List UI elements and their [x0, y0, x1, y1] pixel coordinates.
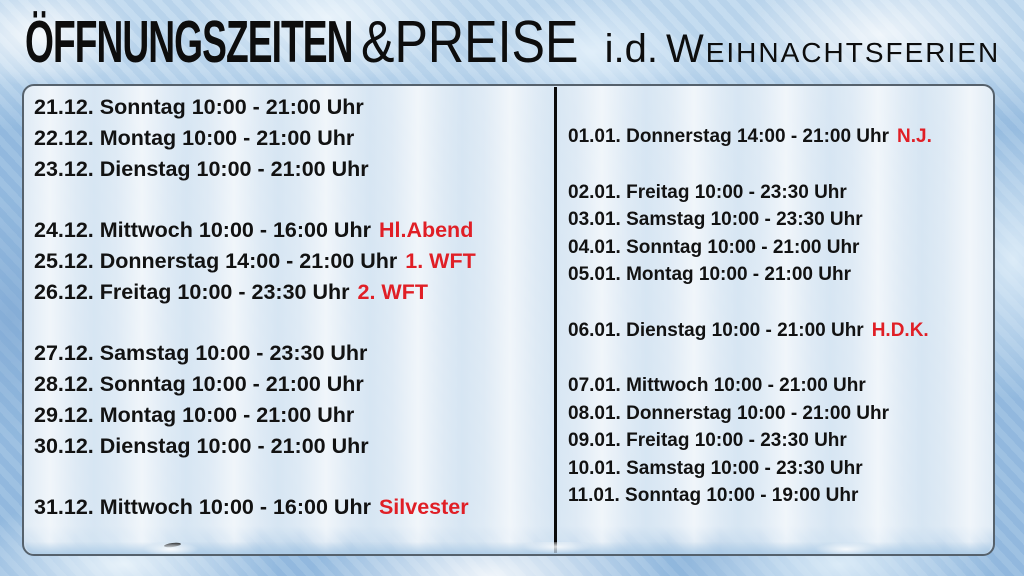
title-season: Weihnachtsferien	[665, 27, 1001, 71]
schedule-entry-text: 04.01. Sonntag 10:00 - 21:00 Uhr	[568, 236, 860, 258]
schedule-entry-text: 02.01. Freitag 10:00 - 23:30 Uhr	[568, 181, 847, 203]
schedule-row: 21.12. Sonntag 10:00 - 21:00 Uhr	[34, 92, 544, 123]
schedule-row: 29.12. Montag 10:00 - 21:00 Uhr	[34, 400, 544, 431]
schedule-entry-text: 30.12. Dienstag 10:00 - 21:00 Uhr	[34, 434, 369, 458]
schedule-entry-text: 11.01. Sonntag 10:00 - 19:00 Uhr	[568, 485, 859, 506]
schedule-entry-note: 1. WFT	[405, 249, 476, 273]
schedule-entry-note: Silvester	[378, 495, 469, 519]
title-main-bold: ÖFFNUNGSZEITEN	[25, 9, 353, 75]
schedule-entry-text: 28.12. Sonntag 10:00 - 21:00 Uhr	[34, 372, 364, 396]
schedule-entry-text: 06.01. Dienstag 10:00 - 21:00 Uhr	[568, 319, 864, 341]
schedule-entry-text: 05.01. Montag 10:00 - 21:00 Uhr	[568, 264, 851, 285]
schedule-entry-text: 08.01. Donnerstag 10:00 - 21:00 Uhr	[568, 402, 890, 424]
schedule-row: 10.01. Samstag 10:00 - 23:30 Uhr	[568, 455, 988, 483]
schedule-entry-text: 25.12. Donnerstag 14:00 - 21:00 Uhr	[34, 249, 398, 273]
schedule-row: 02.01. Freitag 10:00 - 23:30 Uhr	[568, 179, 988, 207]
page-title: ÖFFNUNGSZEITEN &PREISE i.d. Weihnachtsfer…	[25, 8, 1000, 75]
schedule-panel: 21.12. Sonntag 10:00 - 21:00 Uhr 22.12. …	[22, 84, 995, 556]
schedule-entry-text: 27.12. Samstag 10:00 - 23:30 Uhr	[34, 341, 368, 365]
schedule-row: 25.12. Donnerstag 14:00 - 21:00 Uhr 1. WF…	[34, 246, 544, 277]
schedule-entry-text: 10.01. Samstag 10:00 - 23:30 Uhr	[568, 457, 863, 479]
schedule-entry-text: 29.12. Montag 10:00 - 21:00 Uhr	[34, 403, 355, 427]
schedule-entry-note: H.D.K.	[871, 319, 929, 341]
schedule-row: 07.01. Mittwoch 10:00 - 21:00 Uhr	[568, 372, 988, 400]
smudge-mark	[163, 541, 182, 549]
schedule-entry-text: 21.12. Sonntag 10:00 - 21:00 Uhr	[34, 95, 364, 119]
schedule-entry-text: 01.01. Donnerstag 14:00 - 21:00 Uhr	[568, 126, 890, 147]
schedule-row: 04.01. Sonntag 10:00 - 21:00 Uhr	[568, 234, 988, 262]
title-infix: i.d.	[604, 27, 658, 71]
schedule-row: 26.12. Freitag 10:00 - 23:30 Uhr 2. WFT	[34, 277, 544, 308]
schedule-row: 27.12. Samstag 10:00 - 23:30 Uhr	[34, 338, 544, 369]
schedule-entry-note: Hl.Abend	[378, 218, 474, 242]
schedule-row: 30.12. Dienstag 10:00 - 21:00 Uhr	[34, 431, 544, 462]
schedule-entry-text: 23.12. Dienstag 10:00 - 21:00 Uhr	[34, 157, 369, 181]
schedule-row: 22.12. Montag 10:00 - 21:00 Uhr	[34, 123, 544, 154]
schedule-row: 24.12. Mittwoch 10:00 - 16:00 Uhr Hl.Aben…	[34, 215, 544, 246]
schedule-row: 23.12. Dienstag 10:00 - 21:00 Uhr	[34, 154, 544, 185]
schedule-entry-note: N.J.	[897, 126, 932, 147]
schedule-entry-text: 22.12. Montag 10:00 - 21:00 Uhr	[34, 126, 355, 150]
schedule-row: 11.01. Sonntag 10:00 - 19:00 Uhr	[568, 482, 988, 510]
schedule-row: 05.01. Montag 10:00 - 21:00 Uhr	[568, 261, 988, 289]
schedule-row: 03.01. Samstag 10:00 - 23:30 Uhr	[568, 206, 988, 234]
schedule-entry-text: 09.01. Freitag 10:00 - 23:30 Uhr	[568, 430, 847, 451]
schedule-row: 06.01. Dienstag 10:00 - 21:00 Uhr H.D.K.	[568, 317, 988, 345]
schedule-row: 09.01. Freitag 10:00 - 23:30 Uhr	[568, 427, 988, 455]
schedule-row: 31.12. Mittwoch 10:00 - 16:00 Uhr Silvest…	[34, 492, 544, 523]
schedule-entry-text: 24.12. Mittwoch 10:00 - 16:00 Uhr	[34, 218, 371, 242]
schedule-row: 28.12. Sonntag 10:00 - 21:00 Uhr	[34, 369, 544, 400]
schedule-column-january: 01.01. Donnerstag 14:00 - 21:00 Uhr N.J. …	[568, 123, 988, 510]
title-suffix: i.d. Weihnachtsferien	[605, 27, 1001, 72]
schedule-row: 01.01. Donnerstag 14:00 - 21:00 Uhr N.J.	[568, 123, 988, 151]
schedule-entry-text: 31.12. Mittwoch 10:00 - 16:00 Uhr	[34, 495, 371, 519]
schedule-entry-note: 2. WFT	[357, 280, 428, 304]
title-main-light: &PREISE	[360, 9, 579, 75]
schedule-entry-text: 26.12. Freitag 10:00 - 23:30 Uhr	[34, 280, 350, 304]
column-divider	[554, 87, 557, 553]
schedule-entry-text: 03.01. Samstag 10:00 - 23:30 Uhr	[568, 209, 863, 230]
schedule-row: 08.01. Donnerstag 10:00 - 21:00 Uhr	[568, 400, 988, 428]
schedule-entry-text: 07.01. Mittwoch 10:00 - 21:00 Uhr	[568, 375, 866, 396]
schedule-column-december: 21.12. Sonntag 10:00 - 21:00 Uhr 22.12. …	[34, 92, 544, 523]
